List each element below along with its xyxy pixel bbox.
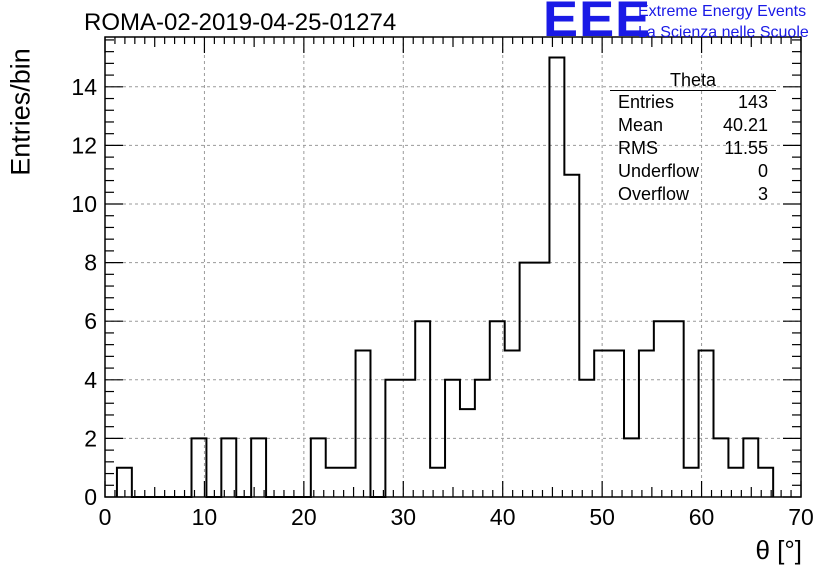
stats-row-rms: RMS 11.55 [610,137,776,160]
x-tick-label: 50 [589,504,615,530]
stats-value: 143 [737,92,768,112]
axis-ticks [104,37,802,498]
histogram-outline [115,56,775,498]
stats-label: Underflow [618,161,700,181]
histogram-bin [311,438,326,497]
stats-row-entries: Entries 143 [610,91,776,114]
histogram-bin [594,351,609,497]
histogram-bin [400,380,415,497]
stats-value: 3 [757,184,768,204]
histogram-bin [624,438,639,497]
y-tick-label: 14 [71,74,97,100]
stats-label: Entries [618,92,675,112]
x-tick-label: 30 [390,504,416,530]
histogram-bin [609,351,624,497]
histogram-bin [415,321,430,497]
logo-line-1: Extreme Energy Events [638,3,807,20]
histogram-bin [669,321,684,497]
histogram-bin [490,321,505,497]
x-tick-label: 60 [689,504,715,530]
histogram-bin [356,351,371,497]
stats-title: Theta [610,70,776,91]
stats-box: Theta Entries 143 Mean 40.21 RMS 11.55 U… [610,70,776,206]
histogram-bin [221,438,236,497]
histogram-bin [564,175,579,497]
histogram-bin [505,351,520,497]
y-tick-label: 6 [84,308,97,334]
y-tick-label: 12 [71,132,97,158]
histogram-bin [714,438,729,497]
histogram-bin [445,380,460,497]
stats-row-underflow: Underflow 0 [610,160,776,183]
y-tick-label: 2 [84,425,97,451]
histogram-bin [475,380,490,497]
run-title: ROMA-02-2019-04-25-01274 [84,9,397,36]
histogram-bin [520,263,535,497]
x-tick-label: 70 [788,504,814,530]
histogram-bin [699,351,714,497]
histogram-bin [639,351,654,497]
stats-value: 40.21 [722,115,768,135]
x-tick-label: 40 [490,504,516,530]
stats-row-mean: Mean 40.21 [610,114,776,137]
stats-label: RMS [618,138,658,158]
x-tick-label: 20 [291,504,317,530]
y-tick-label: 10 [71,191,97,217]
histogram-bin [535,263,550,497]
stats-value: 0 [757,161,768,181]
y-tick-label: 0 [84,484,97,510]
logo-line-2: La Scienza nelle Scuole [638,24,809,41]
histogram-step-line [115,56,775,498]
stats-label: Mean [618,115,664,135]
histogram-bin [251,438,266,497]
eee-logo: EEE Extreme Energy Events La Scienza nel… [543,0,833,50]
histogram-bin [654,321,669,497]
histogram-bin [385,380,400,497]
histogram-bin [579,380,594,497]
y-tick-label: 4 [84,367,97,393]
y-tick-label: 8 [84,250,97,276]
x-axis-label: θ [°] [755,535,802,565]
stats-label: Overflow [618,184,690,204]
x-tick-label: 0 [99,504,112,530]
stats-row-overflow: Overflow 3 [610,183,776,206]
x-tick-label: 10 [192,504,218,530]
histogram-bin [460,409,475,497]
eee-logo-mark: EEE [543,0,652,47]
histogram-bin [549,58,564,497]
stats-value: 11.55 [724,138,768,158]
